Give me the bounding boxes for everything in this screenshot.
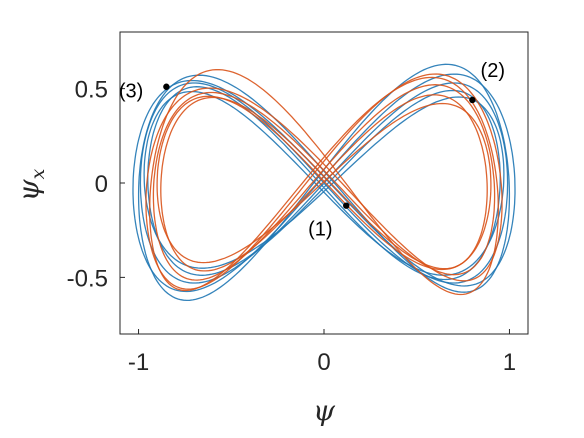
- series-orange-loop-2: [145, 73, 503, 290]
- y-tick-label: 0: [95, 171, 108, 198]
- x-axis-label: ψ: [313, 394, 336, 427]
- annotation-layer: (1) (2) (3): [119, 60, 505, 241]
- marker-point: [469, 96, 476, 104]
- series-blue-loop-1: [139, 82, 509, 284]
- x-tick-label: 1: [503, 349, 516, 376]
- marker-label: (1): [308, 218, 332, 240]
- x-tick-label: -1: [128, 349, 149, 376]
- y-tick-label: -0.5: [67, 265, 108, 292]
- series-orange-loop-4: [149, 69, 499, 296]
- series-orange-loop-1: [152, 84, 496, 281]
- series-blue-loop-4: [137, 63, 511, 302]
- marker-label: (3): [119, 81, 143, 103]
- y-tick-label: 0.5: [75, 77, 108, 104]
- marker-point: [343, 202, 350, 209]
- series-orange-loop-3: [160, 94, 488, 272]
- y-axis-label-sub: x: [27, 168, 49, 179]
- marker-label: (2): [481, 60, 505, 82]
- y-axis-label-main: ψ: [12, 178, 45, 201]
- ticks-layer: -1 0 1 -0.5 0 0.5: [67, 77, 516, 376]
- x-tick-label: 0: [317, 349, 330, 376]
- svg-text:ψx: ψx: [12, 168, 49, 201]
- marker-point: [163, 83, 170, 90]
- series-orange-loop-5: [156, 95, 492, 271]
- y-axis-label: ψx: [12, 168, 49, 201]
